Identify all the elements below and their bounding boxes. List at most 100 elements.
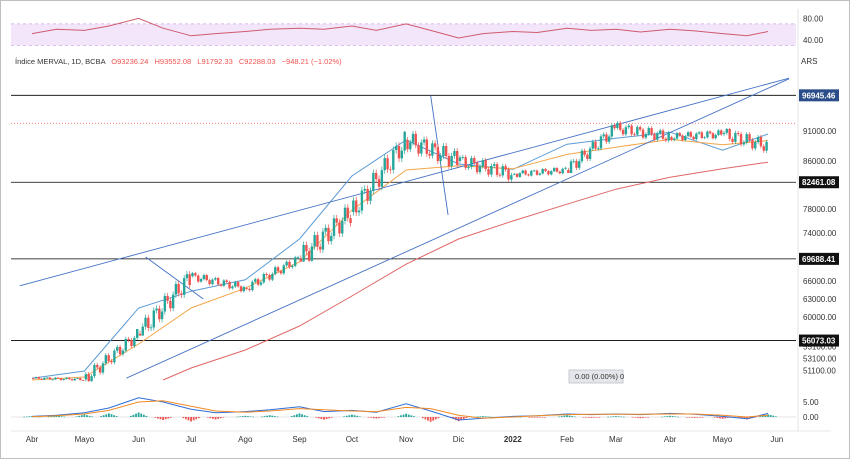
legend-high: H93552.08 [155, 57, 192, 66]
candle-body [599, 136, 603, 149]
macd-histogram-bar [28, 416, 31, 417]
macd-histogram-bar [587, 417, 590, 418]
candle-body [307, 251, 311, 261]
macd-histogram-bar [560, 416, 563, 417]
candle-body [171, 294, 175, 309]
candle-body [478, 166, 482, 173]
macd-histogram-bar [457, 417, 460, 422]
candle-body [538, 173, 542, 175]
candle-body [242, 287, 246, 292]
price-tag-bg [799, 89, 839, 102]
macd-histogram-bar [323, 417, 325, 420]
macd-histogram-bar [162, 417, 165, 420]
macd-histogram-bar [236, 416, 239, 418]
candle-body [335, 218, 338, 223]
candle-body [369, 190, 372, 201]
macd-histogram-bar [274, 416, 276, 417]
candle-body [692, 136, 695, 140]
macd-histogram-bar [460, 417, 463, 421]
candle-body [386, 158, 389, 170]
macd-histogram-bar [140, 413, 143, 417]
candle-body [338, 222, 341, 234]
x-tick-label: Abr [664, 435, 677, 444]
rsi-band [11, 23, 796, 46]
moving-averages [31, 131, 769, 381]
candle-body [48, 377, 52, 380]
macd-histogram-bar [170, 417, 172, 418]
candle-body [79, 378, 82, 381]
candle-body [673, 138, 676, 141]
candle-body [65, 377, 68, 380]
macd-histogram-bar [353, 415, 356, 417]
candle-body [647, 128, 650, 135]
candle-body [394, 146, 398, 151]
macd-histogram-bar [164, 417, 167, 420]
macd-histogram-bar [315, 417, 318, 418]
macd-histogram-bar [669, 415, 672, 417]
candle-body [759, 137, 763, 147]
price-tick-label: 55100.00 [803, 342, 837, 351]
candle-body [607, 136, 611, 142]
candle-body [756, 137, 760, 143]
macd-histogram-bar [86, 415, 88, 417]
macd-histogram-bar [746, 417, 748, 420]
candle-body [484, 160, 487, 170]
macd-histogram-bar [479, 416, 482, 417]
macd-histogram-bar [772, 415, 775, 417]
candle-body [493, 164, 496, 166]
candle-body [262, 273, 266, 283]
candle-body [327, 227, 330, 242]
x-tick-label: Mayo [713, 435, 733, 444]
candle-body [291, 265, 294, 268]
macd-histogram-bar [544, 417, 546, 418]
candle-body [686, 132, 690, 137]
macd-histogram-bar [197, 417, 200, 419]
candle-body [515, 173, 519, 177]
candle-body [45, 377, 49, 379]
candle-body [610, 125, 614, 137]
candle-body [265, 273, 268, 275]
macd-histogram-bar [23, 416, 26, 418]
candle-body [734, 132, 737, 142]
macd-histogram-bar [617, 416, 620, 417]
candle-body [377, 179, 381, 187]
candle-body [717, 130, 720, 135]
candle-body [597, 148, 600, 150]
candle-body [68, 377, 71, 380]
candle-body [59, 378, 63, 381]
candle-body [436, 147, 440, 162]
macd-histogram-bar [413, 416, 415, 417]
legend-close: C92288.03 [239, 57, 276, 66]
macd-histogram-bar [348, 415, 351, 417]
macd-histogram-bar [489, 416, 492, 418]
candle-body [442, 146, 445, 157]
moving-average-line [31, 138, 769, 381]
macd-histogram-bar [566, 415, 568, 417]
trendline [145, 256, 204, 300]
price-tag-label: 82461.08 [802, 178, 836, 187]
candle-body [697, 132, 701, 134]
rsi-gridlines [11, 23, 796, 46]
candle-body [431, 143, 434, 156]
legend-low: L91792.33 [197, 57, 232, 66]
candle-body [194, 273, 197, 276]
candle-body [524, 170, 527, 175]
price-tick-label: 74000.00 [803, 229, 837, 238]
candle-body [321, 231, 325, 250]
macd-histogram-bar [301, 414, 303, 417]
x-tick-label: Jul [186, 435, 196, 444]
macd-histogram-bar [465, 417, 468, 419]
candle-body [541, 169, 544, 174]
candle-body [422, 139, 426, 143]
price-tick-label: 66000.00 [803, 277, 837, 286]
macd-histogram-bar [620, 416, 623, 418]
candle-body [271, 273, 274, 280]
macd-histogram-bar [328, 417, 331, 419]
candle-body [73, 378, 76, 381]
macd-tick-label: 0.00 [803, 413, 819, 422]
candle-body [711, 133, 715, 139]
price-tick-label: 91000.00 [803, 127, 837, 136]
candle-body [544, 169, 547, 171]
candle-body [425, 139, 429, 154]
